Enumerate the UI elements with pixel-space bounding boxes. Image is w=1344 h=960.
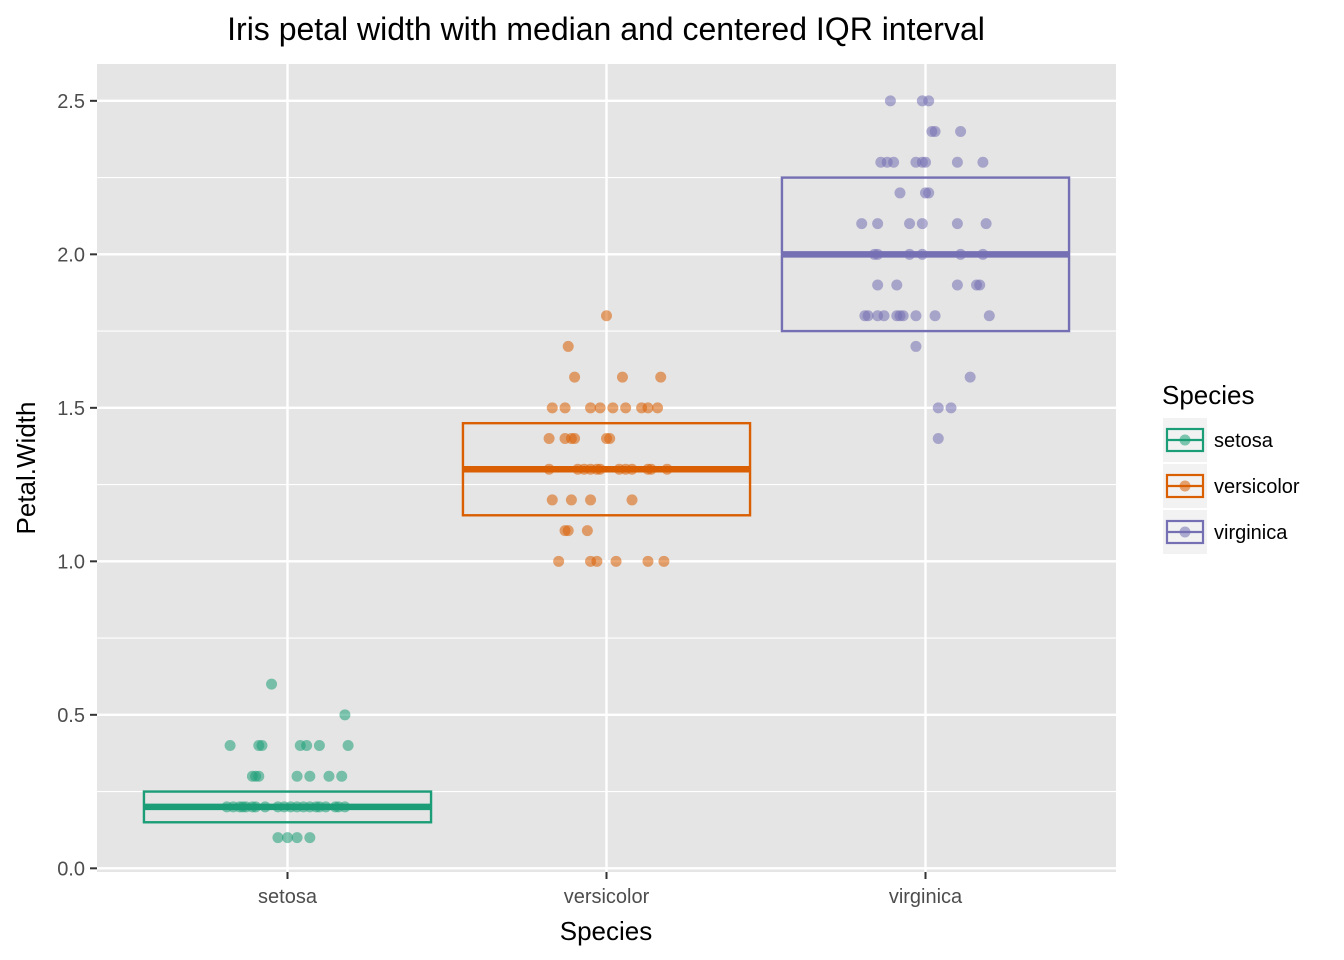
data-point-virginica	[923, 187, 935, 199]
data-point-virginica	[929, 126, 941, 138]
data-point-versicolor	[553, 555, 565, 567]
legend-item-setosa: setosa	[1163, 418, 1274, 462]
data-point-setosa	[304, 832, 316, 844]
data-point-versicolor	[610, 555, 622, 567]
data-point-virginica	[888, 156, 900, 168]
chart-title: Iris petal width with median and centere…	[227, 11, 985, 47]
data-point-versicolor	[655, 371, 667, 383]
y-tick-label: 0.5	[57, 705, 85, 727]
data-point-virginica	[951, 156, 963, 168]
data-point-setosa	[304, 770, 316, 782]
data-point-setosa	[301, 740, 313, 752]
data-point-versicolor	[658, 555, 670, 567]
data-point-setosa	[291, 832, 303, 844]
legend-item-versicolor: versicolor	[1163, 464, 1300, 508]
legend-key-point	[1179, 480, 1191, 492]
data-point-virginica	[897, 310, 909, 322]
data-point-setosa	[291, 770, 303, 782]
data-point-virginica	[951, 279, 963, 291]
legend-key-point	[1179, 434, 1191, 446]
legend-title: Species	[1162, 380, 1255, 410]
data-point-virginica	[910, 310, 922, 322]
data-point-virginica	[856, 218, 868, 230]
data-point-virginica	[904, 218, 916, 230]
data-point-versicolor	[652, 402, 664, 414]
data-point-setosa	[342, 740, 354, 752]
data-point-virginica	[974, 279, 986, 291]
data-point-versicolor	[546, 494, 558, 506]
data-point-virginica	[945, 402, 957, 414]
data-point-setosa	[272, 832, 284, 844]
x-tick-label: virginica	[889, 886, 963, 908]
data-point-setosa	[336, 770, 348, 782]
legend-label: versicolor	[1214, 476, 1300, 498]
data-point-virginica	[932, 402, 944, 414]
data-point-versicolor	[543, 433, 555, 445]
y-tick-label: 1.0	[57, 551, 85, 573]
data-point-virginica	[910, 340, 922, 352]
data-point-virginica	[920, 156, 931, 168]
data-point-virginica	[951, 218, 963, 230]
y-tick-label: 1.5	[57, 398, 85, 420]
data-point-versicolor	[585, 402, 597, 414]
x-axis-title: Species	[560, 916, 653, 946]
data-point-versicolor	[620, 402, 632, 414]
data-point-versicolor	[601, 310, 612, 322]
data-point-virginica	[862, 310, 874, 322]
data-point-versicolor	[569, 433, 581, 445]
data-point-versicolor	[546, 402, 558, 414]
y-tick-label: 2.0	[57, 244, 85, 266]
data-point-versicolor	[642, 402, 654, 414]
data-point-setosa	[253, 770, 265, 782]
data-point-versicolor	[626, 494, 638, 506]
legend-key-point	[1179, 526, 1191, 538]
data-point-virginica	[923, 95, 935, 107]
data-point-versicolor	[607, 402, 619, 414]
data-point-virginica	[964, 371, 976, 383]
x-tick-label: setosa	[258, 886, 318, 908]
data-point-versicolor	[559, 402, 571, 414]
data-point-versicolor	[562, 525, 574, 537]
data-point-virginica	[932, 433, 944, 445]
data-point-setosa	[224, 740, 236, 752]
data-point-versicolor	[594, 402, 606, 414]
data-point-virginica	[977, 156, 989, 168]
legend-item-virginica: virginica	[1163, 510, 1288, 554]
data-point-virginica	[916, 218, 928, 230]
data-point-setosa	[266, 678, 278, 690]
data-point-versicolor	[591, 555, 603, 567]
data-point-versicolor	[604, 433, 616, 445]
data-point-versicolor	[616, 371, 628, 383]
x-tick-label: versicolor	[564, 886, 650, 908]
data-point-versicolor	[565, 494, 577, 506]
legend-label: virginica	[1214, 522, 1288, 544]
data-point-virginica	[878, 310, 890, 322]
data-point-versicolor	[642, 555, 654, 567]
data-point-virginica	[980, 218, 992, 230]
data-point-versicolor	[562, 340, 574, 352]
data-point-setosa	[282, 832, 293, 844]
data-point-setosa	[313, 740, 325, 752]
data-point-virginica	[929, 310, 941, 322]
data-point-setosa	[323, 770, 335, 782]
legend-label: setosa	[1214, 430, 1274, 452]
data-point-versicolor	[585, 494, 597, 506]
data-point-versicolor	[581, 525, 593, 537]
data-point-virginica	[955, 126, 967, 138]
data-point-versicolor	[569, 371, 581, 383]
data-point-virginica	[891, 279, 903, 291]
y-tick-label: 2.5	[57, 91, 85, 113]
data-point-virginica	[894, 187, 906, 199]
y-tick-label: 0.0	[57, 858, 85, 880]
data-point-virginica	[884, 95, 896, 107]
y-axis-title: Petal.Width	[11, 402, 41, 535]
data-point-setosa	[256, 740, 268, 752]
data-point-setosa	[339, 709, 351, 721]
data-point-virginica	[983, 310, 995, 322]
legend: Species setosa versicolor virginica	[1162, 380, 1300, 554]
data-point-virginica	[872, 218, 884, 230]
data-point-virginica	[872, 279, 884, 291]
